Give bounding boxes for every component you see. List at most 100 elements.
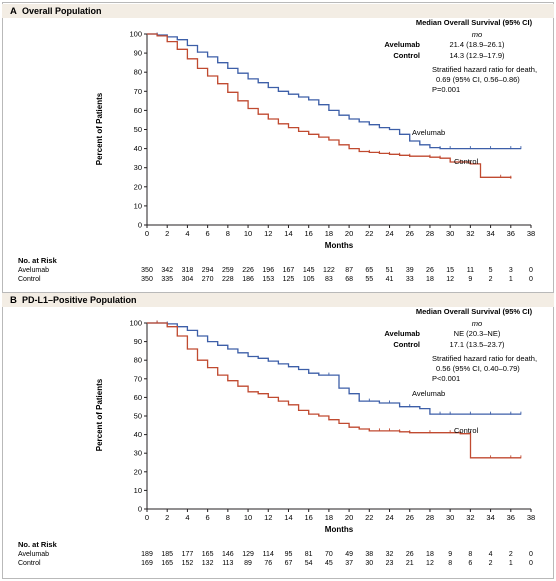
x-tick-label: 30 [446,229,454,238]
risk-count: 146 [222,551,234,558]
risk-count: 0 [529,267,533,274]
legend-avelumab-name: Avelumab [384,329,420,338]
risk-count: 9 [448,551,452,558]
x-tick-label: 12 [264,513,272,522]
x-tick-label: 6 [206,513,210,522]
risk-row-control-name: Control [18,560,41,567]
y-tick-label: 30 [134,163,142,172]
hazard-ratio-line-1: Stratified hazard ratio for death, [432,65,537,74]
risk-count: 83 [325,276,333,283]
x-tick-label: 30 [446,513,454,522]
x-tick-label: 0 [145,229,149,238]
panel-title-bar [2,4,554,18]
x-tick-label: 36 [507,513,515,522]
risk-count: 167 [283,267,295,274]
risk-count: 30 [365,560,373,567]
y-axis-label: Percent of Patients [95,92,104,165]
x-tick-label: 8 [226,229,230,238]
y-tick-label: 80 [134,68,142,77]
x-tick-label: 28 [426,229,434,238]
curve-label-control: Control [454,426,479,435]
y-tick-label: 40 [134,430,142,439]
legend-control-value: 14.3 (12.9–17.9) [449,51,505,60]
x-tick-label: 20 [345,513,353,522]
risk-count: 3 [509,267,513,274]
x-tick-label: 38 [527,513,535,522]
risk-count: 177 [182,551,194,558]
hazard-ratio-line-2: 0.56 (95% CI, 0.40–0.79) [436,364,520,373]
y-tick-label: 100 [129,30,142,39]
x-tick-label: 34 [486,513,494,522]
risk-row-avelumab-name: Avelumab [18,551,49,558]
x-tick-label: 4 [185,513,189,522]
risk-count: 169 [141,560,153,567]
risk-count: 270 [202,276,214,283]
y-tick-label: 80 [134,356,142,365]
risk-count: 33 [406,276,414,283]
x-tick-label: 18 [325,229,333,238]
legend-unit: mo [472,319,482,328]
legend-avelumab-value: 21.4 (18.9–26.1) [449,40,505,49]
y-tick-label: 60 [134,106,142,115]
x-tick-label: 20 [345,229,353,238]
risk-count: 105 [303,276,315,283]
risk-count: 114 [263,551,274,558]
risk-count: 21 [406,560,414,567]
risk-count: 89 [244,560,252,567]
x-tick-label: 36 [507,229,515,238]
x-tick-label: 2 [165,513,169,522]
risk-count: 54 [305,560,313,567]
risk-count: 70 [325,551,333,558]
y-tick-label: 0 [138,221,142,230]
hazard-ratio-line-1: Stratified hazard ratio for death, [432,354,537,363]
x-tick-label: 22 [365,513,373,522]
x-tick-label: 14 [284,513,292,522]
risk-count: 186 [242,276,254,283]
legend-header: Median Overall Survival (95% CI) [416,18,533,27]
y-tick-label: 50 [134,412,142,421]
p-value: P<0.001 [432,374,460,383]
risk-count: 132 [202,560,214,567]
legend-header: Median Overall Survival (95% CI) [416,307,533,316]
risk-count: 55 [365,276,373,283]
risk-count: 81 [305,551,313,558]
risk-count: 0 [529,551,533,558]
panel-a-overall-population: A Overall Population 0 10 20 30 40 50 60 70 80 90… [2,4,554,291]
km-chart-panel-a: A Overall Population 0102030405060708090… [2,4,554,283]
x-tick-label: 2 [165,229,169,238]
y-tick-label: 60 [134,393,142,402]
risk-count: 1 [509,276,513,283]
risk-count: 350 [141,276,153,283]
risk-count: 113 [222,560,233,567]
risk-count: 8 [468,551,472,558]
risk-row-avelumab-name: Avelumab [18,267,49,274]
y-tick-label: 50 [134,125,142,134]
risk-count: 23 [386,560,394,567]
x-tick-label: 34 [486,229,494,238]
y-tick-label: 20 [134,182,142,191]
risk-count: 87 [345,267,353,274]
panel-b-pd-l1-positive-population: B PD-L1–Positive Population 0 10 20 30 40 50 6… [2,292,554,580]
risk-count: 185 [161,551,173,558]
y-tick-label: 0 [138,505,142,514]
x-tick-label: 32 [466,229,474,238]
risk-count: 0 [529,560,533,567]
risk-count: 32 [386,551,394,558]
risk-count: 65 [365,267,373,274]
risk-count: 12 [426,560,434,567]
risk-count: 26 [406,551,414,558]
risk-count: 41 [386,276,394,283]
risk-count: 5 [489,267,493,274]
x-tick-label: 8 [226,513,230,522]
risk-count: 67 [285,560,293,567]
y-tick-label: 30 [134,449,142,458]
panel-title-bar [2,293,554,307]
panel-title: PD-L1–Positive Population [22,295,137,305]
x-tick-label: 26 [406,229,414,238]
km-chart-panel-b: B PD-L1–Positive Population 010203040506… [2,293,554,567]
risk-count: 189 [141,551,153,558]
risk-count: 6 [468,560,472,567]
panel-letter: A [10,6,17,17]
